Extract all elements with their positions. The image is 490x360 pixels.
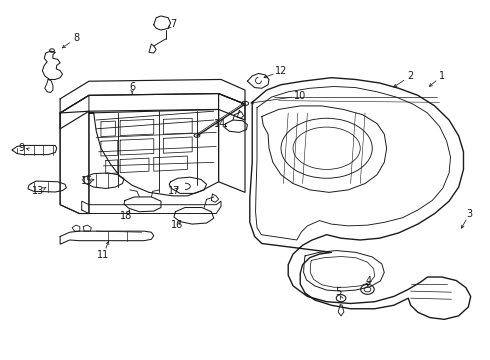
Text: 11: 11 xyxy=(97,250,109,260)
Text: 10: 10 xyxy=(294,91,306,101)
Text: 1: 1 xyxy=(439,71,445,81)
Text: 3: 3 xyxy=(466,208,473,219)
Text: 7: 7 xyxy=(170,19,176,29)
Text: 14: 14 xyxy=(214,119,226,129)
Text: 9: 9 xyxy=(19,143,25,153)
Text: 13: 13 xyxy=(32,186,45,196)
Text: 4: 4 xyxy=(366,275,371,285)
Text: 6: 6 xyxy=(129,81,135,91)
Text: 18: 18 xyxy=(120,211,132,221)
Text: 2: 2 xyxy=(408,71,414,81)
Text: 15: 15 xyxy=(81,176,94,186)
Text: 17: 17 xyxy=(168,186,180,196)
Text: 12: 12 xyxy=(275,66,287,76)
Text: 8: 8 xyxy=(73,33,79,43)
Text: 16: 16 xyxy=(171,220,183,230)
Text: 5: 5 xyxy=(336,287,342,297)
